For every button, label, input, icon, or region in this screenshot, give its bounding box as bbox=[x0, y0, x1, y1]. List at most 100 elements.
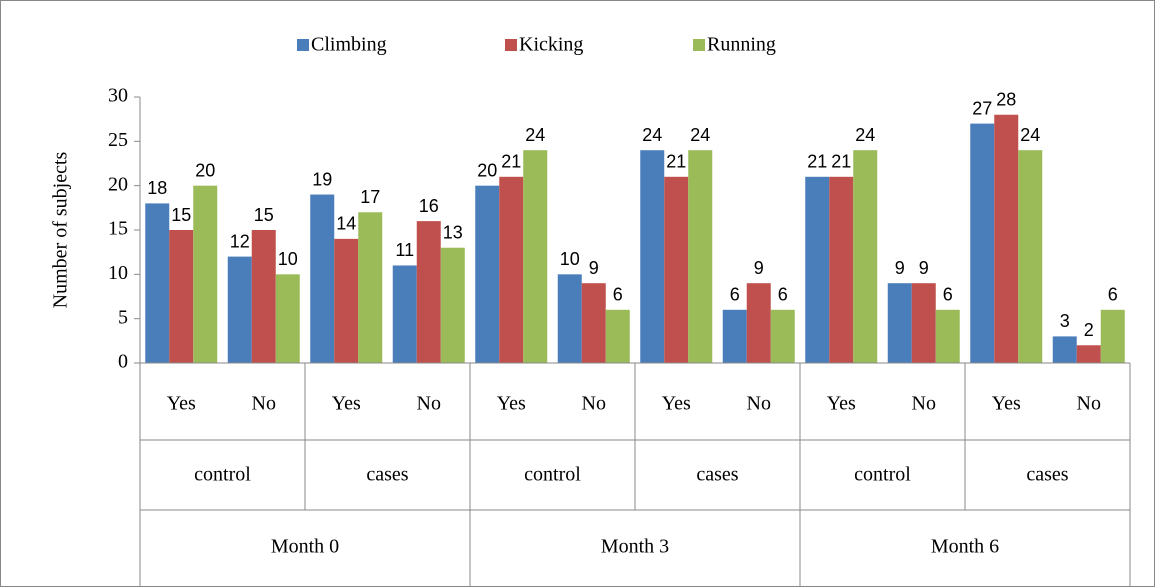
x-tick-label: Yes bbox=[497, 393, 526, 415]
bar bbox=[193, 185, 218, 363]
x-tick-label: Yes bbox=[827, 393, 856, 415]
legend-label: Running bbox=[707, 34, 776, 56]
group-label: cases bbox=[696, 464, 738, 486]
y-axis-title: Number of subjects bbox=[50, 151, 72, 308]
bar bbox=[275, 274, 300, 363]
value-label: 9 bbox=[919, 258, 929, 278]
bar bbox=[935, 309, 960, 363]
value-label: 21 bbox=[666, 152, 686, 172]
y-tick-label: 15 bbox=[108, 218, 128, 240]
value-label: 6 bbox=[778, 285, 788, 305]
bar bbox=[251, 230, 276, 363]
bar bbox=[416, 221, 441, 363]
bar bbox=[688, 150, 713, 363]
x-tick-label: No bbox=[1077, 393, 1101, 415]
bar bbox=[557, 274, 582, 363]
bar bbox=[640, 150, 665, 363]
bar bbox=[805, 176, 830, 363]
value-label: 21 bbox=[831, 152, 851, 172]
group-label: control bbox=[854, 464, 911, 486]
supergroup-label: Month 3 bbox=[601, 536, 669, 558]
x-tick-label: No bbox=[747, 393, 771, 415]
legend-label: Climbing bbox=[311, 34, 387, 56]
value-label: 24 bbox=[1020, 125, 1040, 145]
value-label: 6 bbox=[613, 285, 623, 305]
bar bbox=[664, 176, 689, 363]
y-tick-label: 0 bbox=[118, 351, 128, 373]
value-label: 18 bbox=[147, 178, 167, 198]
bar bbox=[169, 230, 194, 363]
x-tick-label: No bbox=[912, 393, 936, 415]
bar bbox=[310, 194, 335, 363]
x-tick-label: No bbox=[582, 393, 606, 415]
value-label: 20 bbox=[477, 160, 497, 180]
y-tick-label: 5 bbox=[118, 306, 128, 328]
value-label: 24 bbox=[525, 125, 545, 145]
y-tick-label: 10 bbox=[108, 262, 128, 284]
bar bbox=[1018, 150, 1043, 363]
legend-swatch bbox=[297, 39, 309, 51]
legend-swatch bbox=[505, 39, 517, 51]
group-label: control bbox=[524, 464, 581, 486]
bar bbox=[392, 265, 417, 363]
bar bbox=[911, 283, 936, 363]
bar bbox=[829, 176, 854, 363]
bar bbox=[499, 176, 524, 363]
value-label: 10 bbox=[560, 249, 580, 269]
bar bbox=[722, 309, 747, 363]
bar bbox=[1100, 309, 1125, 363]
y-tick-label: 20 bbox=[108, 173, 128, 195]
bar bbox=[523, 150, 548, 363]
x-tick-label: Yes bbox=[992, 393, 1021, 415]
group-label: cases bbox=[1026, 464, 1068, 486]
value-label: 11 bbox=[395, 240, 414, 260]
value-label: 6 bbox=[730, 285, 740, 305]
value-label: 19 bbox=[312, 169, 332, 189]
value-label: 6 bbox=[943, 285, 953, 305]
value-label: 2 bbox=[1084, 320, 1094, 340]
value-label: 17 bbox=[360, 187, 380, 207]
legend-label: Kicking bbox=[519, 34, 583, 56]
bar bbox=[440, 247, 465, 363]
bar bbox=[746, 283, 771, 363]
bar bbox=[853, 150, 878, 363]
supergroup-label: Month 6 bbox=[931, 536, 999, 558]
x-tick-label: No bbox=[252, 393, 276, 415]
value-label: 9 bbox=[589, 258, 599, 278]
value-label: 9 bbox=[754, 258, 764, 278]
value-label: 27 bbox=[972, 98, 992, 118]
bar bbox=[334, 238, 359, 363]
value-label: 15 bbox=[254, 205, 274, 225]
x-tick-label: Yes bbox=[167, 393, 196, 415]
group-label: control bbox=[194, 464, 251, 486]
value-label: 20 bbox=[195, 160, 215, 180]
value-label: 15 bbox=[171, 205, 191, 225]
value-label: 28 bbox=[996, 89, 1016, 109]
bar bbox=[1052, 336, 1077, 363]
bar bbox=[770, 309, 795, 363]
y-tick-label: 25 bbox=[108, 129, 128, 151]
bar bbox=[358, 212, 383, 363]
bar bbox=[994, 114, 1019, 363]
bar bbox=[605, 309, 630, 363]
bar bbox=[970, 123, 995, 363]
bar bbox=[887, 283, 912, 363]
value-label: 24 bbox=[642, 125, 662, 145]
value-label: 16 bbox=[419, 196, 439, 216]
x-tick-label: Yes bbox=[332, 393, 361, 415]
value-label: 12 bbox=[230, 231, 250, 251]
value-label: 13 bbox=[443, 222, 463, 242]
legend-swatch bbox=[693, 39, 705, 51]
value-label: 24 bbox=[690, 125, 710, 145]
value-label: 24 bbox=[855, 125, 875, 145]
value-label: 3 bbox=[1060, 311, 1070, 331]
value-label: 9 bbox=[895, 258, 905, 278]
value-label: 21 bbox=[807, 152, 827, 172]
group-label: cases bbox=[366, 464, 408, 486]
value-label: 21 bbox=[501, 152, 521, 172]
bar bbox=[1076, 345, 1101, 363]
bar bbox=[145, 203, 170, 363]
value-label: 14 bbox=[336, 214, 356, 234]
x-tick-label: No bbox=[417, 393, 441, 415]
